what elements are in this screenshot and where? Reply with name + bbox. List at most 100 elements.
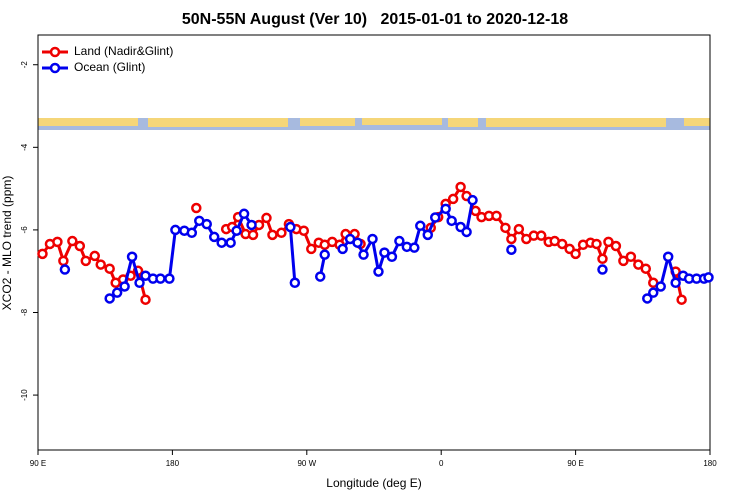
mask-land xyxy=(300,118,355,126)
legend-marker xyxy=(49,62,61,74)
point xyxy=(314,271,326,282)
y-tick-label: -10 xyxy=(20,389,29,401)
point xyxy=(164,273,175,284)
point xyxy=(285,221,296,233)
mask-land xyxy=(448,118,478,127)
point xyxy=(238,208,250,220)
point xyxy=(289,277,301,289)
point xyxy=(119,281,130,292)
point xyxy=(670,277,681,289)
point xyxy=(367,233,378,245)
mask-land xyxy=(148,118,288,127)
mask-land xyxy=(38,118,138,126)
point xyxy=(409,242,420,253)
point xyxy=(676,294,687,305)
point xyxy=(231,225,242,236)
x-tick-label: 90 E xyxy=(30,459,46,468)
point xyxy=(170,224,181,236)
point xyxy=(74,240,86,252)
point xyxy=(208,231,220,243)
point xyxy=(37,248,48,260)
point xyxy=(455,181,466,193)
point xyxy=(126,251,138,262)
point xyxy=(267,229,278,241)
series-line xyxy=(341,199,475,274)
point xyxy=(467,194,478,206)
y-axis-label: XCO2 - MLO trend (ppm) xyxy=(0,176,14,311)
point xyxy=(191,202,202,214)
point xyxy=(104,263,115,274)
chart-title: 50N-55N August (Ver 10) 2015-01-01 to 20… xyxy=(182,11,568,28)
point xyxy=(603,236,614,248)
point xyxy=(58,255,69,267)
point xyxy=(186,227,198,239)
plot-frame xyxy=(37,34,711,451)
legend-marker xyxy=(49,46,61,58)
point xyxy=(306,243,317,255)
legend-label: Ocean (Glint) xyxy=(74,60,145,74)
point xyxy=(386,251,398,262)
point xyxy=(134,277,145,289)
point xyxy=(662,251,674,262)
y-tick-label: -2 xyxy=(20,61,29,69)
legend-label: Land (Nadir&Glint) xyxy=(74,44,173,58)
point xyxy=(111,287,123,298)
point xyxy=(633,259,644,270)
point xyxy=(461,226,472,238)
x-tick-label: 90 W xyxy=(297,459,316,468)
point xyxy=(225,237,236,248)
point xyxy=(610,240,622,252)
point xyxy=(298,225,310,236)
land-mask xyxy=(38,118,710,130)
point xyxy=(597,253,608,265)
point xyxy=(95,259,106,270)
mask-land xyxy=(684,118,710,126)
point xyxy=(358,249,369,260)
point xyxy=(648,287,659,298)
x-tick-label: 0 xyxy=(439,459,444,468)
point xyxy=(216,237,227,248)
x-tick-label: 180 xyxy=(166,459,180,468)
point xyxy=(625,251,637,262)
point xyxy=(394,235,405,247)
point xyxy=(67,235,78,247)
x-axis-label: Longitude (deg E) xyxy=(326,476,421,490)
mask-land xyxy=(486,118,666,127)
point xyxy=(640,263,652,274)
point xyxy=(446,215,457,227)
x-tick-label: 90 E xyxy=(567,459,583,468)
point xyxy=(80,255,92,267)
point xyxy=(422,229,434,241)
point xyxy=(337,243,348,255)
y-tick-label: -6 xyxy=(20,226,29,234)
series-line xyxy=(288,226,297,283)
point xyxy=(491,210,502,222)
point xyxy=(155,273,166,284)
point xyxy=(513,223,525,235)
point xyxy=(276,227,287,239)
point xyxy=(429,212,441,223)
point xyxy=(655,281,666,292)
point xyxy=(447,193,459,205)
point xyxy=(59,264,71,275)
point xyxy=(556,238,568,250)
point xyxy=(246,219,257,231)
point xyxy=(506,244,517,255)
x-tick-label: 180 xyxy=(703,459,717,468)
point xyxy=(591,238,602,250)
point xyxy=(261,212,272,224)
point xyxy=(618,255,629,267)
point xyxy=(52,236,63,248)
point xyxy=(500,222,511,234)
point xyxy=(373,266,384,277)
point xyxy=(536,230,547,241)
point xyxy=(319,249,330,260)
point xyxy=(597,264,608,275)
point xyxy=(140,294,151,305)
y-tick-label: -8 xyxy=(20,308,29,316)
point xyxy=(570,248,581,260)
point xyxy=(703,272,714,283)
mask-land xyxy=(362,118,442,125)
y-tick-label: -4 xyxy=(20,143,29,151)
